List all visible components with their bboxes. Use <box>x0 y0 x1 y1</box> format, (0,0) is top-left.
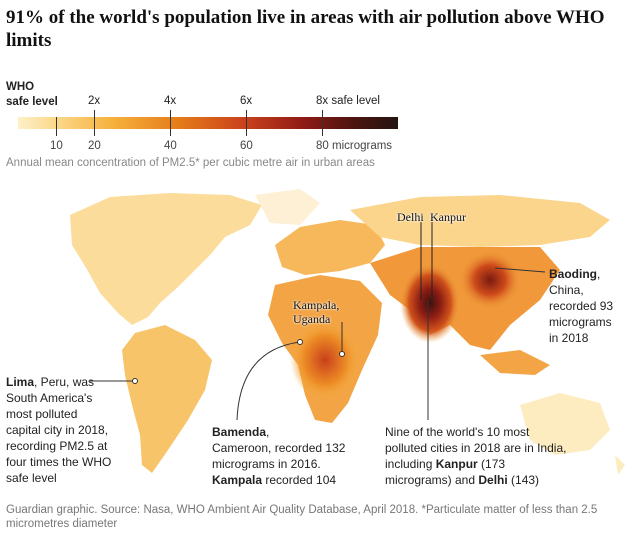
legend-multiplier-tick <box>94 110 95 118</box>
india-pre3: including <box>385 457 436 471</box>
south-america-region <box>122 325 212 473</box>
lima-line5: recording PM2.5 at <box>6 439 108 453</box>
legend-multiplier-label: 6x <box>240 95 253 107</box>
annotation-baoding: Baoding, China, recorded 93 micrograms i… <box>549 266 637 346</box>
legend-tick-line <box>56 117 57 136</box>
bamenda-rest4: recorded 104 <box>262 473 337 487</box>
legend-caption: Annual mean concentration of PM2.5* per … <box>6 157 375 169</box>
india-line1: Nine of the world's 10 most <box>385 425 530 439</box>
north-america-region <box>70 193 262 325</box>
baoding-line5: in 2018 <box>549 331 589 345</box>
new-zealand-region <box>615 455 625 475</box>
india-pre4: micrograms) and <box>385 473 479 487</box>
india-hotspot <box>400 263 460 343</box>
city-label-kampala: Kampala, Uganda <box>293 298 339 326</box>
who-label-line1: WHO <box>6 81 35 93</box>
annotation-india: Nine of the world's 10 most polluted cit… <box>385 424 615 488</box>
lima-line7: safe level <box>6 471 57 485</box>
kampala-line2: Uganda <box>293 312 331 326</box>
legend-multiplier-label: 4x <box>164 95 177 107</box>
legend-tick-label: 40 <box>164 140 177 152</box>
bamenda-line2: Cameroon, recorded 132 <box>212 441 346 455</box>
baoding-line2: China, <box>549 283 584 297</box>
lima-bold: Lima <box>6 375 35 389</box>
india-kanpur-bold: Kanpur <box>435 457 478 471</box>
who-label-line2: safe level <box>6 96 58 108</box>
bamenda-bold: Bamenda <box>212 425 267 439</box>
who-safe-level-label: WHO safe level <box>6 80 58 110</box>
legend-tick-label: 10 <box>50 140 63 152</box>
legend-multiplier-tick <box>246 110 247 118</box>
legend-multiplier-tick <box>322 110 323 118</box>
annotation-bamenda: Bamenda, Cameroon, recorded 132 microgra… <box>212 424 382 488</box>
legend-tick-line <box>246 117 247 136</box>
bamenda-rest1: , <box>266 425 270 439</box>
legend-tick-line <box>94 117 95 136</box>
greenland-region <box>255 189 320 225</box>
baoding-line3: recorded 93 <box>549 299 614 313</box>
legend-tick-label: 60 <box>240 140 253 152</box>
city-label-delhi: Delhi <box>397 210 424 224</box>
legend-tick-line <box>170 117 171 136</box>
annotation-lima: Lima, Peru, was South America's most pol… <box>6 374 136 486</box>
world-pollution-map <box>70 189 625 475</box>
bamenda-kampala-bold: Kampala <box>212 473 263 487</box>
europe-region <box>275 220 385 275</box>
page-title: 91% of the world's population live in ar… <box>6 7 605 51</box>
southeast-asia-islands <box>480 350 550 375</box>
lima-rest1: , Peru, was <box>34 375 95 389</box>
legend-multiplier-tick <box>170 110 171 118</box>
lima-line2: South America's <box>6 391 93 405</box>
city-label-kanpur: Kanpur <box>430 210 466 224</box>
baoding-line4: micrograms <box>549 315 612 329</box>
legend-multiplier-label: 2x <box>88 95 101 107</box>
baoding-rest1: , <box>597 267 601 281</box>
lima-line3: most polluted <box>6 407 78 421</box>
lima-line6: four times the WHO <box>6 455 112 469</box>
legend-tick-label: 20 <box>88 140 101 152</box>
lima-line4: capital city in 2018, <box>6 423 109 437</box>
baoding-bold: Baoding <box>549 267 597 281</box>
india-rest4: (143) <box>507 473 540 487</box>
india-delhi-bold: Delhi <box>478 473 508 487</box>
color-scale-bar <box>18 117 398 129</box>
bamenda-line3: micrograms in 2016. <box>212 457 321 471</box>
source-note: Guardian graphic. Source: Nasa, WHO Ambi… <box>6 504 598 530</box>
india-line2: polluted cities in 2018 are in India, <box>385 441 567 455</box>
china-hotspot <box>458 250 522 310</box>
australia-region <box>520 393 610 455</box>
north-asia-region <box>350 195 610 247</box>
legend-tick-label: 80 micrograms <box>316 140 393 152</box>
kampala-line1: Kampala, <box>293 298 340 312</box>
india-rest3: (173 <box>477 457 506 471</box>
africa-hotspot <box>290 320 360 400</box>
legend-multiplier-label: 8x safe level <box>316 95 380 107</box>
legend-tick-line <box>322 117 323 136</box>
